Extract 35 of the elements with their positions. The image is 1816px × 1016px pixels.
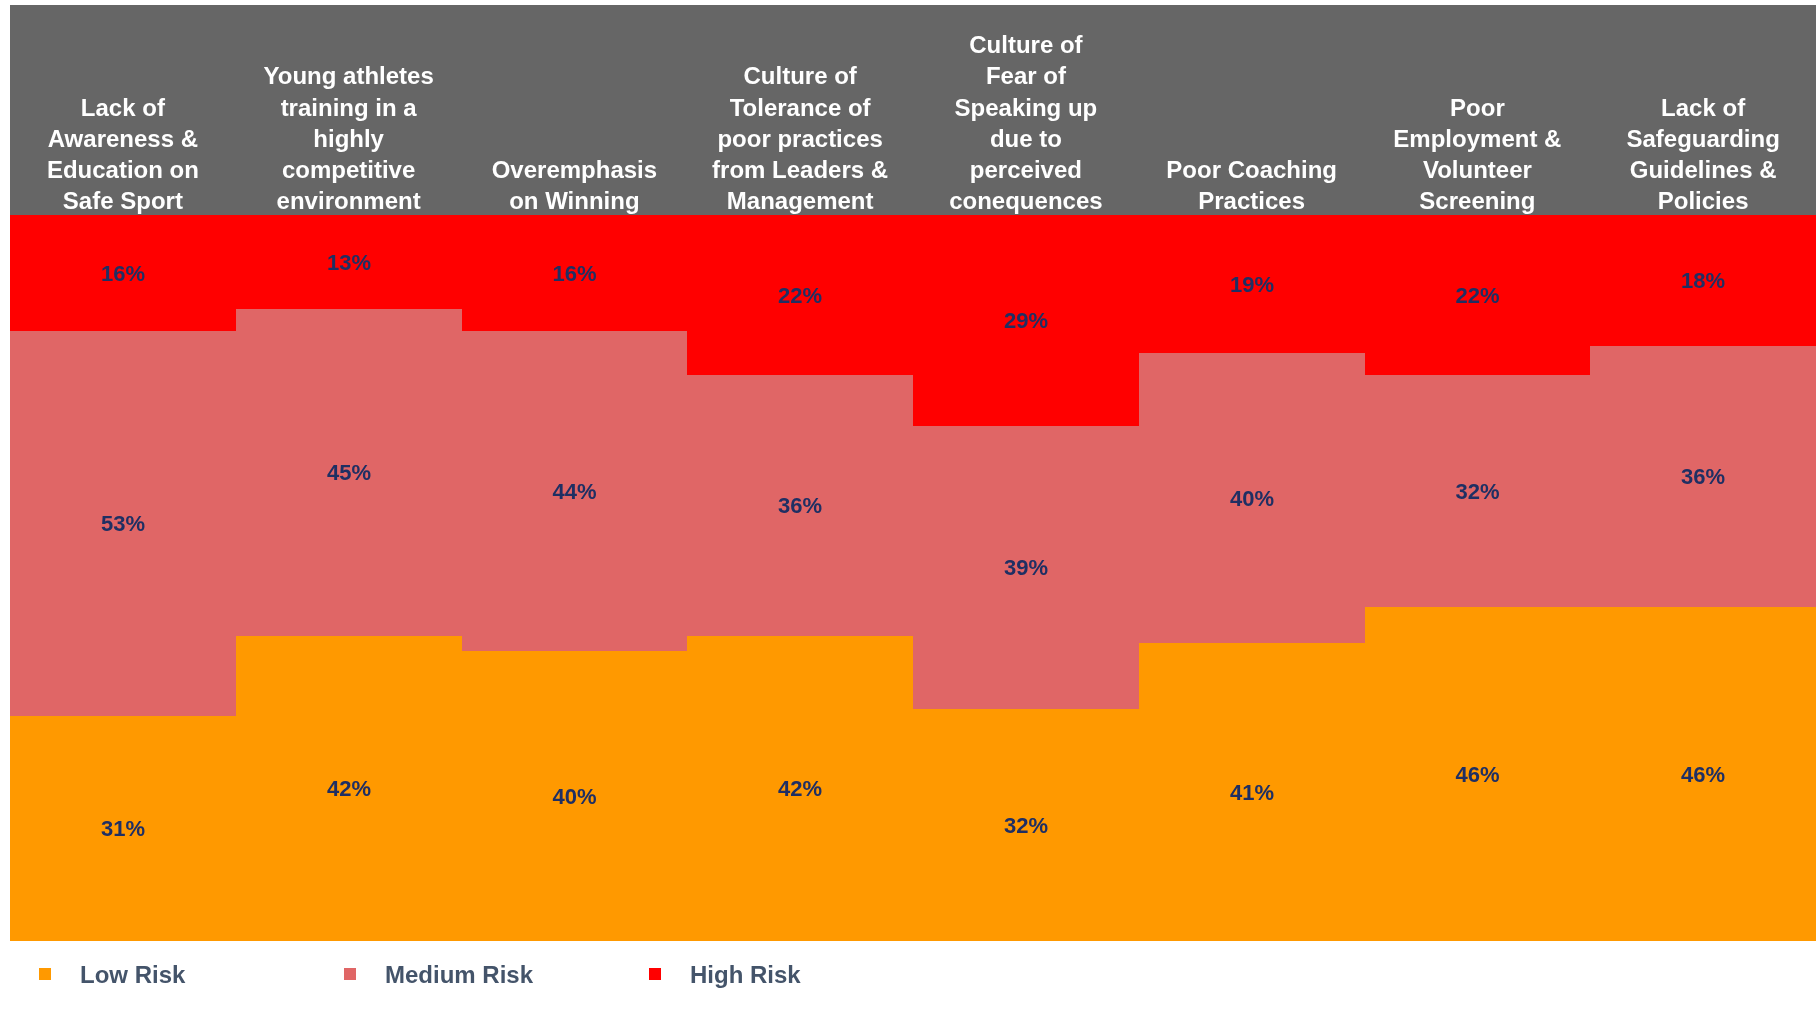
data-label: 40% [1229, 485, 1275, 511]
data-label: 22% [1455, 282, 1500, 308]
x-tick-label: Culture of Tolerance of poor practices from Leaders & Management [712, 62, 889, 215]
data-label: 19% [1229, 271, 1275, 297]
x-tick-label: Overemphasis on Winning [491, 156, 658, 215]
data-label: 41% [1229, 779, 1275, 805]
data-label: 44% [552, 478, 597, 504]
data-label: 36% [777, 493, 823, 518]
data-label: 31% [100, 816, 146, 841]
data-label: 29% [1003, 308, 1049, 333]
x-tick-label: Culture of Fear of Speaking up due to perceived conequences [949, 31, 1103, 215]
x-tick-label: Poor Employment & Volunteer Screening [1393, 93, 1562, 215]
data-label: 32% [1455, 478, 1500, 504]
legend-label: Low Risk [80, 961, 186, 989]
data-label: 16% [100, 260, 146, 286]
data-label: 22% [777, 282, 823, 308]
legend-label: High Risk [690, 961, 802, 989]
data-label: 53% [100, 511, 146, 536]
data-label: 42% [777, 776, 823, 801]
legend-label: Medium Risk [385, 961, 534, 989]
data-label: 42% [326, 776, 372, 801]
data-label: 36% [1680, 464, 1726, 489]
x-tick-label: Lack of Safeguarding Guidelines & Policies [1626, 93, 1780, 215]
data-label: 46% [1680, 761, 1726, 787]
x-tick-label: Poor Coaching Practices [1166, 156, 1337, 215]
x-tick-label: Young athletes training in a highly competitive environment [263, 62, 434, 215]
data-label: 13% [326, 249, 372, 275]
data-label: 45% [326, 460, 372, 485]
x-tick-label: Lack of Awareness & Education on Safe Sport [46, 93, 199, 215]
data-label: 39% [1003, 555, 1049, 580]
data-label: 32% [1003, 812, 1049, 838]
data-label: 40% [552, 783, 597, 809]
data-label: 16% [552, 260, 597, 286]
data-label: 18% [1680, 268, 1726, 293]
data-label: 46% [1455, 761, 1500, 787]
